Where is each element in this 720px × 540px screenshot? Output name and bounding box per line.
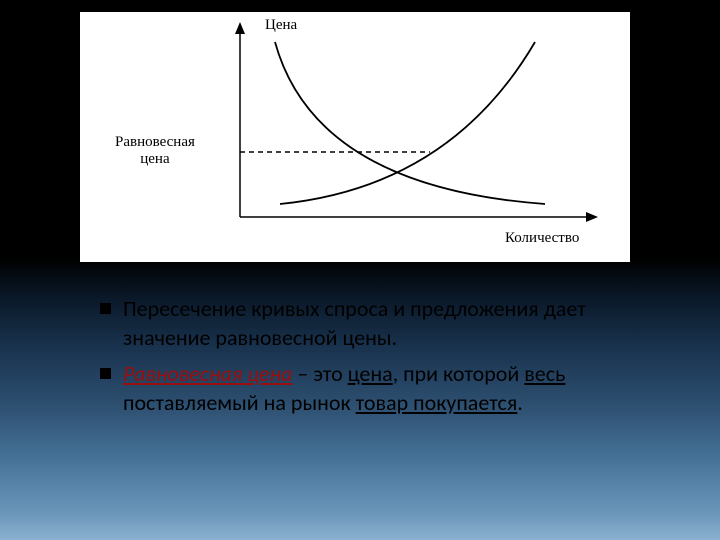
bullet-list: Пересечение кривых спроса и предложения …: [100, 295, 640, 425]
bullet-item: Пересечение кривых спроса и предложения …: [100, 295, 640, 352]
y-axis-label: Цена: [265, 17, 297, 34]
y-axis-arrow: [235, 22, 245, 34]
x-axis-arrow: [586, 212, 598, 222]
supply-demand-chart: Цена Количество Равновеснаяцена: [80, 12, 630, 262]
x-axis-label: Количество: [505, 230, 579, 247]
bullet-text-1: Пересечение кривых спроса и предложения …: [123, 295, 640, 352]
bullet-marker-icon: [100, 368, 111, 379]
bullet-text-2: Равновесная цена – это цена, при которой…: [123, 360, 640, 417]
equilibrium-label: Равновеснаяцена: [115, 134, 195, 169]
demand-curve: [275, 42, 545, 204]
supply-curve: [280, 42, 535, 204]
bullet-marker-icon: [100, 303, 111, 314]
bullet-item: Равновесная цена – это цена, при которой…: [100, 360, 640, 417]
